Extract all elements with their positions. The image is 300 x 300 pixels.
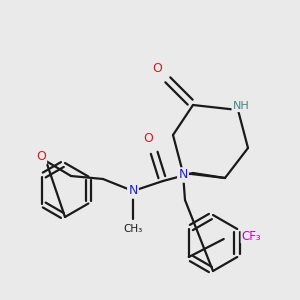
Text: O: O bbox=[152, 62, 162, 76]
Text: O: O bbox=[36, 151, 46, 164]
Text: N: N bbox=[128, 184, 138, 197]
Text: CF₃: CF₃ bbox=[242, 230, 261, 242]
Text: O: O bbox=[143, 133, 153, 146]
Text: NH: NH bbox=[232, 101, 249, 111]
Text: N: N bbox=[178, 169, 188, 182]
Text: CH₃: CH₃ bbox=[123, 224, 142, 234]
